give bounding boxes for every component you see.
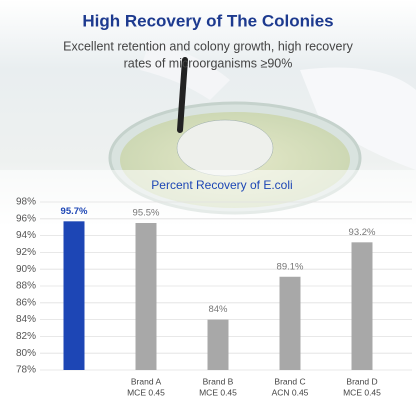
value-label: 95.7% <box>61 206 88 217</box>
bar <box>351 242 373 370</box>
glove <box>300 67 416 170</box>
bar <box>279 276 301 370</box>
x-tick-label: Brand C <box>274 376 305 386</box>
y-tick-label: 80% <box>16 348 36 359</box>
x-tick-label: Brand D <box>346 376 377 386</box>
y-tick-label: 84% <box>16 314 36 325</box>
y-tick-label: 98% <box>16 197 36 208</box>
y-tick-label: 82% <box>16 331 36 342</box>
y-tick-label: 94% <box>16 230 36 241</box>
y-tick-label: 88% <box>16 281 36 292</box>
bar <box>207 319 229 370</box>
x-tick-sublabel: MCE 0.45 <box>343 387 381 397</box>
page-title: High Recovery of The Colonies <box>82 11 333 30</box>
x-tick-sublabel: MCE 0.45 <box>199 387 237 397</box>
forceps <box>177 57 188 133</box>
bar <box>135 223 157 370</box>
x-tick-label: Brand B <box>203 376 234 386</box>
subtitle: Excellent retention and colony growth, h… <box>63 39 353 53</box>
membrane-filter <box>176 119 274 177</box>
x-tick-label: Brand A <box>131 376 162 386</box>
y-tick-label: 86% <box>16 297 36 308</box>
value-label: 95.5% <box>133 208 160 219</box>
y-tick-label: 78% <box>16 365 36 376</box>
x-tick-sublabel: MCE 0.45 <box>127 387 165 397</box>
y-tick-label: 92% <box>16 247 36 258</box>
y-tick-label: 96% <box>16 213 36 224</box>
subtitle: rates of microorganisms ≥90% <box>124 56 293 70</box>
chart-title: Percent Recovery of E.coli <box>151 178 292 192</box>
value-label: 93.2% <box>349 227 376 238</box>
value-label: 89.1% <box>277 261 304 272</box>
y-tick-label: 90% <box>16 264 36 275</box>
bar <box>63 221 85 370</box>
value-label: 84% <box>208 304 228 315</box>
x-tick-sublabel: ACN 0.45 <box>272 387 309 397</box>
